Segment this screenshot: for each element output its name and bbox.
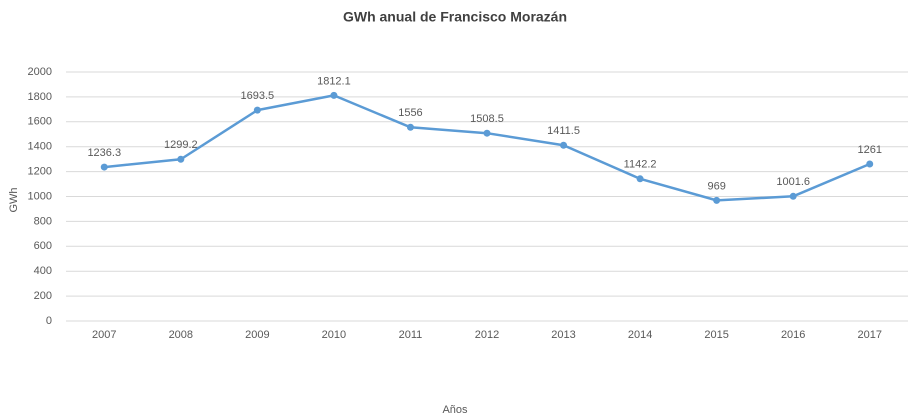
x-tick-label: 2007: [92, 329, 116, 341]
y-tick-label: 1400: [28, 141, 52, 153]
data-label: 1142.2: [624, 159, 657, 171]
y-tick-label: 0: [46, 315, 52, 327]
data-point: [789, 192, 797, 200]
chart-title: GWh anual de Francisco Morazán: [343, 9, 567, 25]
data-label: 1411.5: [547, 125, 580, 137]
data-point: [100, 163, 108, 171]
x-tick-label: 2015: [704, 329, 728, 341]
x-tick-label: 2009: [245, 329, 269, 341]
x-tick-label: 2010: [322, 329, 346, 341]
data-point: [330, 91, 338, 99]
y-tick-label: 2000: [28, 66, 52, 78]
x-tick-label: 2013: [551, 329, 575, 341]
y-tick-label: 600: [34, 240, 52, 252]
x-axis-title: Años: [442, 404, 468, 416]
x-tick-label: 2012: [475, 329, 499, 341]
data-point: [636, 175, 644, 183]
data-point: [253, 106, 261, 114]
y-tick-label: 1800: [28, 91, 52, 103]
x-tick-label: 2016: [781, 329, 805, 341]
x-tick-label: 2008: [169, 329, 193, 341]
x-tick-label: 2014: [628, 329, 652, 341]
data-label: 1299.2: [164, 139, 198, 151]
y-tick-label: 1000: [28, 190, 52, 202]
data-point: [483, 129, 491, 137]
data-label: 1556: [398, 107, 422, 119]
data-label: 1812.1: [317, 75, 351, 87]
data-point: [560, 141, 568, 149]
data-label: 969: [707, 180, 725, 192]
data-label: 1001.6: [776, 176, 810, 188]
x-tick-label: 2017: [857, 329, 881, 341]
data-point: [866, 160, 874, 168]
data-label: 1236.3: [87, 147, 121, 159]
y-axis-title: GWh: [8, 187, 20, 212]
y-tick-label: 1600: [28, 116, 52, 128]
y-tick-label: 400: [34, 265, 52, 277]
data-label: 1261: [857, 144, 881, 156]
data-line: [104, 94, 871, 202]
data-point: [713, 196, 721, 204]
y-tick-label: 1200: [28, 166, 52, 178]
x-tick-label: 2011: [399, 329, 423, 341]
data-label: 1693.5: [241, 90, 275, 102]
data-point: [406, 123, 414, 131]
y-tick-label: 200: [34, 290, 52, 302]
data-label: 1508.5: [470, 113, 504, 125]
data-point: [177, 155, 185, 163]
y-tick-label: 800: [34, 215, 52, 227]
